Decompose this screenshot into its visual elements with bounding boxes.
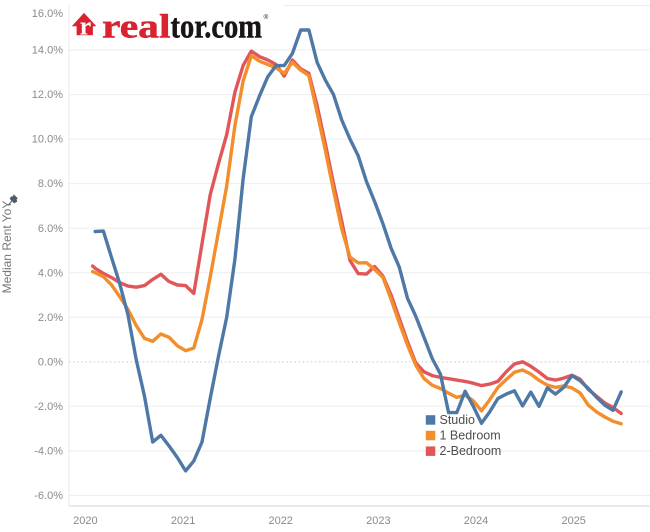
- svg-text:4.0%: 4.0%: [38, 267, 63, 279]
- svg-text:-6.0%: -6.0%: [34, 490, 63, 502]
- svg-text:r: r: [80, 12, 92, 41]
- svg-text:8.0%: 8.0%: [38, 178, 63, 190]
- svg-text:2-Bedroom: 2-Bedroom: [440, 444, 502, 458]
- svg-text:®: ®: [264, 13, 269, 21]
- svg-text:12.0%: 12.0%: [32, 89, 63, 101]
- svg-text:2021: 2021: [171, 515, 195, 527]
- svg-text:10.0%: 10.0%: [32, 134, 63, 146]
- svg-text:14.0%: 14.0%: [32, 45, 63, 57]
- svg-text:1 Bedroom: 1 Bedroom: [440, 429, 501, 443]
- svg-text:real: real: [102, 9, 171, 46]
- svg-text:0.0%: 0.0%: [38, 356, 63, 368]
- svg-text:tor.com: tor.com: [171, 9, 263, 46]
- svg-text:2020: 2020: [73, 515, 97, 527]
- svg-text:Studio: Studio: [440, 413, 475, 427]
- svg-text:2024: 2024: [464, 515, 488, 527]
- svg-text:2022: 2022: [268, 515, 292, 527]
- svg-text:6.0%: 6.0%: [38, 223, 63, 235]
- svg-text:2023: 2023: [366, 515, 390, 527]
- svg-text:-4.0%: -4.0%: [34, 446, 63, 458]
- svg-text:-2.0%: -2.0%: [34, 401, 63, 413]
- svg-text:16.0%: 16.0%: [32, 8, 63, 20]
- svg-text:2.0%: 2.0%: [38, 312, 63, 324]
- svg-text:2025: 2025: [561, 515, 585, 527]
- svg-text:Median Rent YoY: Median Rent YoY: [0, 201, 14, 294]
